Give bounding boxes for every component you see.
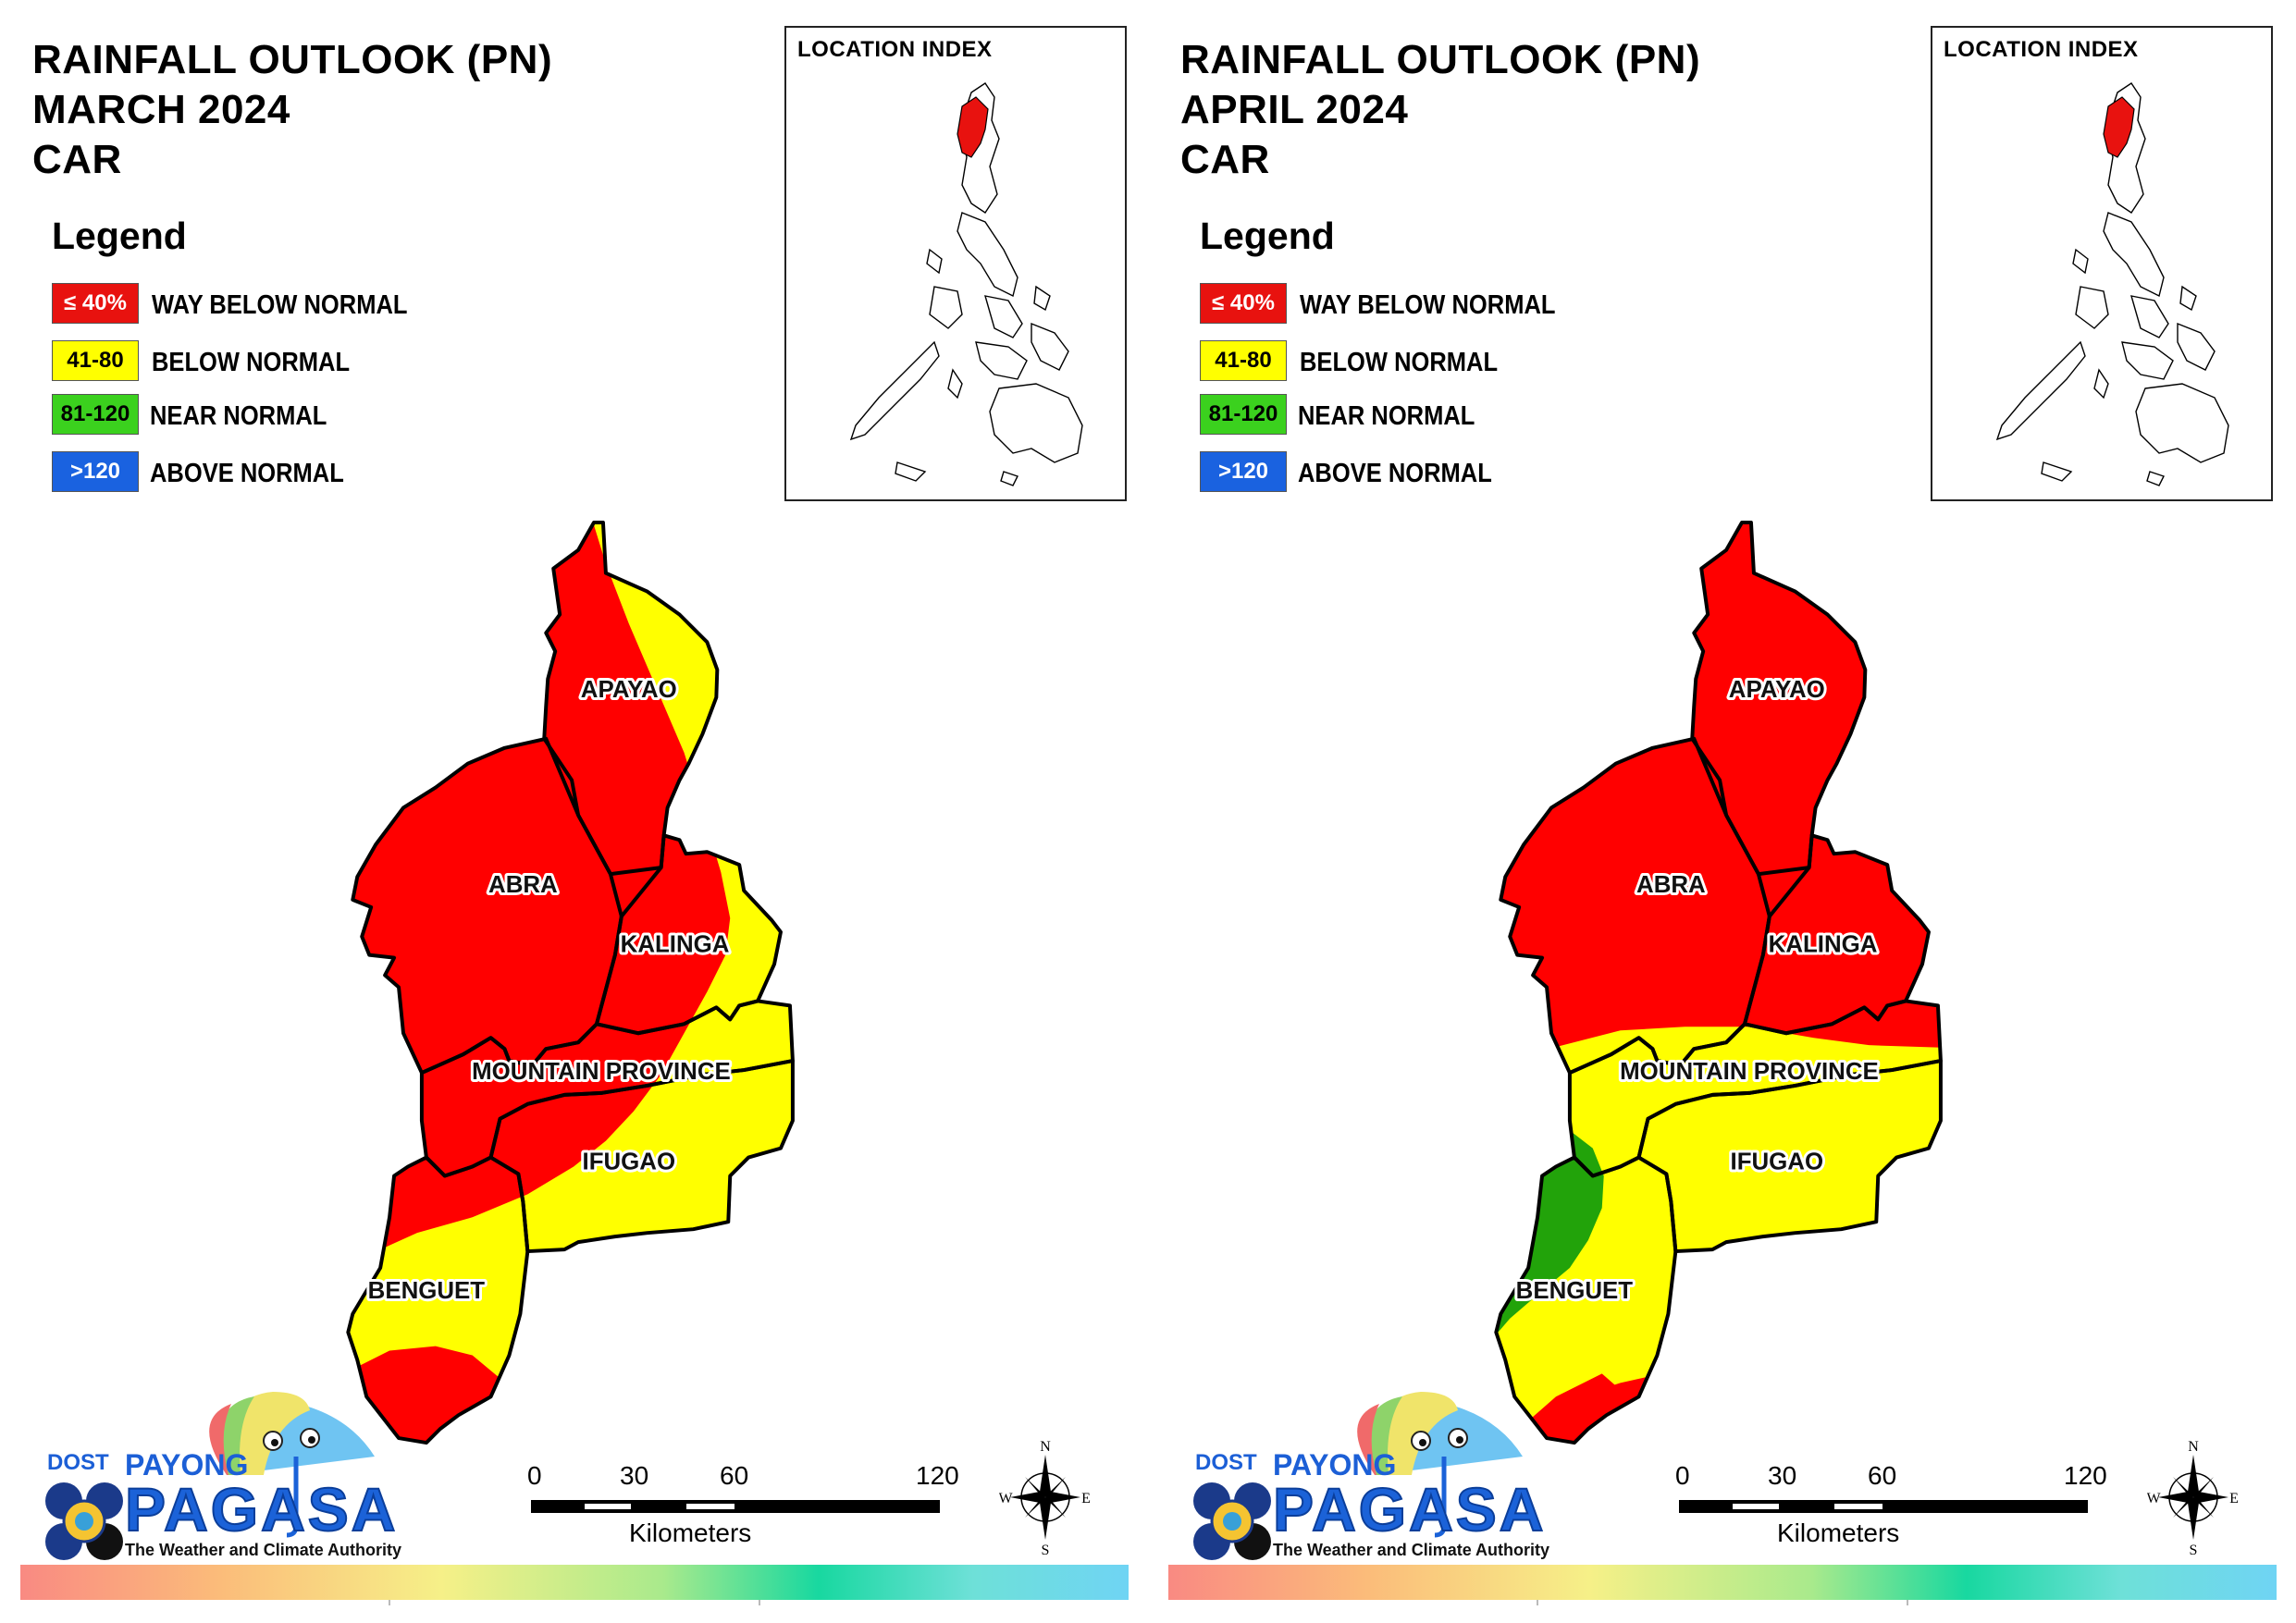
- map-title: RAINFALL OUTLOOK (PN) APRIL 2024 CAR: [1180, 35, 1700, 185]
- car-rainfall-map: APAYAO ABRA KALINGA MOUNTAIN PROVINCE IF…: [346, 520, 795, 1445]
- scale-tick-60: 60: [1868, 1461, 1897, 1490]
- footer-gradient-bar: [20, 1565, 1129, 1600]
- scale-tick-60: 60: [720, 1461, 749, 1490]
- payong-text: PAYONG: [1273, 1448, 1397, 1482]
- compass-s: S: [1042, 1543, 1050, 1558]
- compass-n: N: [2188, 1439, 2199, 1455]
- gradient-tick: [389, 1600, 390, 1605]
- scale-tick-0: 0: [527, 1461, 542, 1490]
- scale-bar: 0 30 60 120 Kilometers: [527, 1461, 971, 1563]
- location-index-title: LOCATION INDEX: [1944, 37, 2139, 62]
- province-label-kalinga: KALINGA: [1769, 932, 1878, 958]
- legend-title: Legend: [1200, 215, 1335, 257]
- dost-text: DOST: [47, 1450, 109, 1475]
- north-arrow-compass: N S W E: [998, 1438, 1092, 1558]
- payong-pagasa-logo: DOST PAYONG PAGASA The Weather and Clima…: [1180, 1387, 1550, 1572]
- legend-swatch-blue: >120: [52, 451, 139, 492]
- payong-text: PAYONG: [125, 1448, 249, 1482]
- legend-label: ABOVE NORMAL: [1298, 459, 1492, 488]
- legend-label: WAY BELOW NORMAL: [152, 290, 408, 320]
- scale-tick-120: 120: [2064, 1461, 2107, 1490]
- province-label-mountain-province: MOUNTAIN PROVINCE: [472, 1059, 731, 1085]
- province-label-mountain-province: MOUNTAIN PROVINCE: [1620, 1059, 1879, 1085]
- panel-april: RAINFALL OUTLOOK (PN) APRIL 2024 CAR Leg…: [1148, 0, 2296, 1623]
- province-label-benguet: BENGUET: [368, 1278, 486, 1304]
- scale-tick-0: 0: [1675, 1461, 1690, 1490]
- pagasa-text: PAGASA: [124, 1474, 399, 1544]
- legend-label: NEAR NORMAL: [1298, 401, 1475, 431]
- gradient-tick: [1907, 1600, 1908, 1605]
- footer-gradient-bar: [1168, 1565, 2277, 1600]
- scale-unit: Kilometers: [629, 1518, 752, 1547]
- compass-rose-icon: N S W E: [2146, 1439, 2239, 1558]
- compass-n: N: [1040, 1439, 1051, 1455]
- scale-tick-120: 120: [916, 1461, 959, 1490]
- legend-swatch-blue: >120: [1200, 451, 1287, 492]
- philippines-map-icon: [1995, 82, 2229, 486]
- province-label-apayao: APAYAO: [1729, 677, 1825, 703]
- province-label-abra: ABRA: [488, 872, 558, 898]
- legend-label: ABOVE NORMAL: [150, 459, 344, 488]
- province-label-abra: ABRA: [1636, 872, 1706, 898]
- compass-rose-icon: N S W E: [998, 1439, 1091, 1558]
- location-index-inset: LOCATION INDEX: [1931, 26, 2273, 501]
- philippines-map-icon: [849, 82, 1083, 486]
- legend-label: NEAR NORMAL: [150, 401, 327, 431]
- tagline: The Weather and Climate Authority: [1273, 1541, 1550, 1559]
- legend-title: Legend: [52, 215, 187, 257]
- scale-tick-30: 30: [1768, 1461, 1797, 1490]
- location-index-title: LOCATION INDEX: [797, 37, 993, 62]
- title-line-2: APRIL 2024: [1180, 87, 1409, 132]
- umbrella-logo-icon: [43, 1392, 375, 1562]
- panel-march: RAINFALL OUTLOOK (PN) MARCH 2024 CAR Leg…: [20, 26, 1129, 1605]
- compass-w: W: [2147, 1491, 2161, 1506]
- payong-pagasa-logo: DOST PAYONG PAGASA The Weather and Clima…: [32, 1387, 402, 1572]
- compass-w: W: [999, 1491, 1013, 1506]
- map-title: RAINFALL OUTLOOK (PN) MARCH 2024 CAR: [32, 35, 552, 185]
- compass-e: E: [1081, 1491, 1091, 1506]
- legend-swatch-green: 81-120: [1200, 394, 1287, 435]
- province-label-kalinga: KALINGA: [621, 932, 730, 958]
- umbrella-logo-icon: [1191, 1392, 1523, 1562]
- pagasa-text: PAGASA: [1272, 1474, 1547, 1544]
- location-index-inset: LOCATION INDEX: [784, 26, 1127, 501]
- compass-s: S: [2190, 1543, 2198, 1558]
- scale-tick-30: 30: [620, 1461, 649, 1490]
- province-label-ifugao: IFUGAO: [583, 1150, 676, 1175]
- legend-swatch-red: ≤ 40%: [52, 283, 139, 324]
- compass-e: E: [2229, 1491, 2239, 1506]
- legend-swatch-green: 81-120: [52, 394, 139, 435]
- legend-label: WAY BELOW NORMAL: [1300, 290, 1556, 320]
- car-rainfall-map: APAYAO ABRA KALINGA MOUNTAIN PROVINCE IF…: [1494, 520, 1943, 1445]
- province-label-ifugao: IFUGAO: [1731, 1150, 1824, 1175]
- tagline: The Weather and Climate Authority: [125, 1541, 402, 1559]
- scale-unit: Kilometers: [1777, 1518, 1900, 1547]
- province-label-benguet: BENGUET: [1516, 1278, 1634, 1304]
- scale-bar-graphic: [1679, 1500, 2088, 1513]
- legend-label: BELOW NORMAL: [1300, 348, 1499, 377]
- title-line-1: RAINFALL OUTLOOK (PN): [1180, 37, 1701, 82]
- title-line-2: MARCH 2024: [32, 87, 290, 132]
- north-arrow-compass: N S W E: [2146, 1438, 2240, 1558]
- title-line-3: CAR: [32, 137, 122, 182]
- title-line-1: RAINFALL OUTLOOK (PN): [32, 37, 553, 82]
- province-label-apayao: APAYAO: [581, 677, 677, 703]
- gradient-tick: [1537, 1600, 1538, 1605]
- scale-bar: 0 30 60 120 Kilometers: [1675, 1461, 2119, 1563]
- legend-swatch-yellow: 41-80: [1200, 340, 1287, 381]
- title-line-3: CAR: [1180, 137, 1270, 182]
- legend-label: BELOW NORMAL: [152, 348, 351, 377]
- legend-swatch-red: ≤ 40%: [1200, 283, 1287, 324]
- scale-bar-graphic: [531, 1500, 940, 1513]
- legend-swatch-yellow: 41-80: [52, 340, 139, 381]
- gradient-tick: [759, 1600, 760, 1605]
- dost-text: DOST: [1195, 1450, 1257, 1475]
